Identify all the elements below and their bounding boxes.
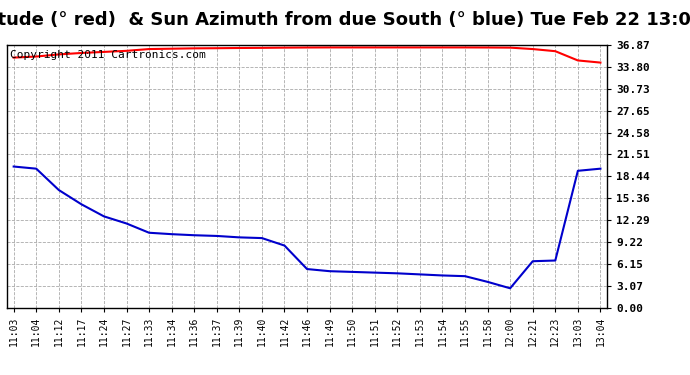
Text: Sun Altitude (° red)  & Sun Azimuth from due South (° blue) Tue Feb 22 13:04: Sun Altitude (° red) & Sun Azimuth from … <box>0 11 690 29</box>
Text: Copyright 2011 Cartronics.com: Copyright 2011 Cartronics.com <box>10 50 206 60</box>
